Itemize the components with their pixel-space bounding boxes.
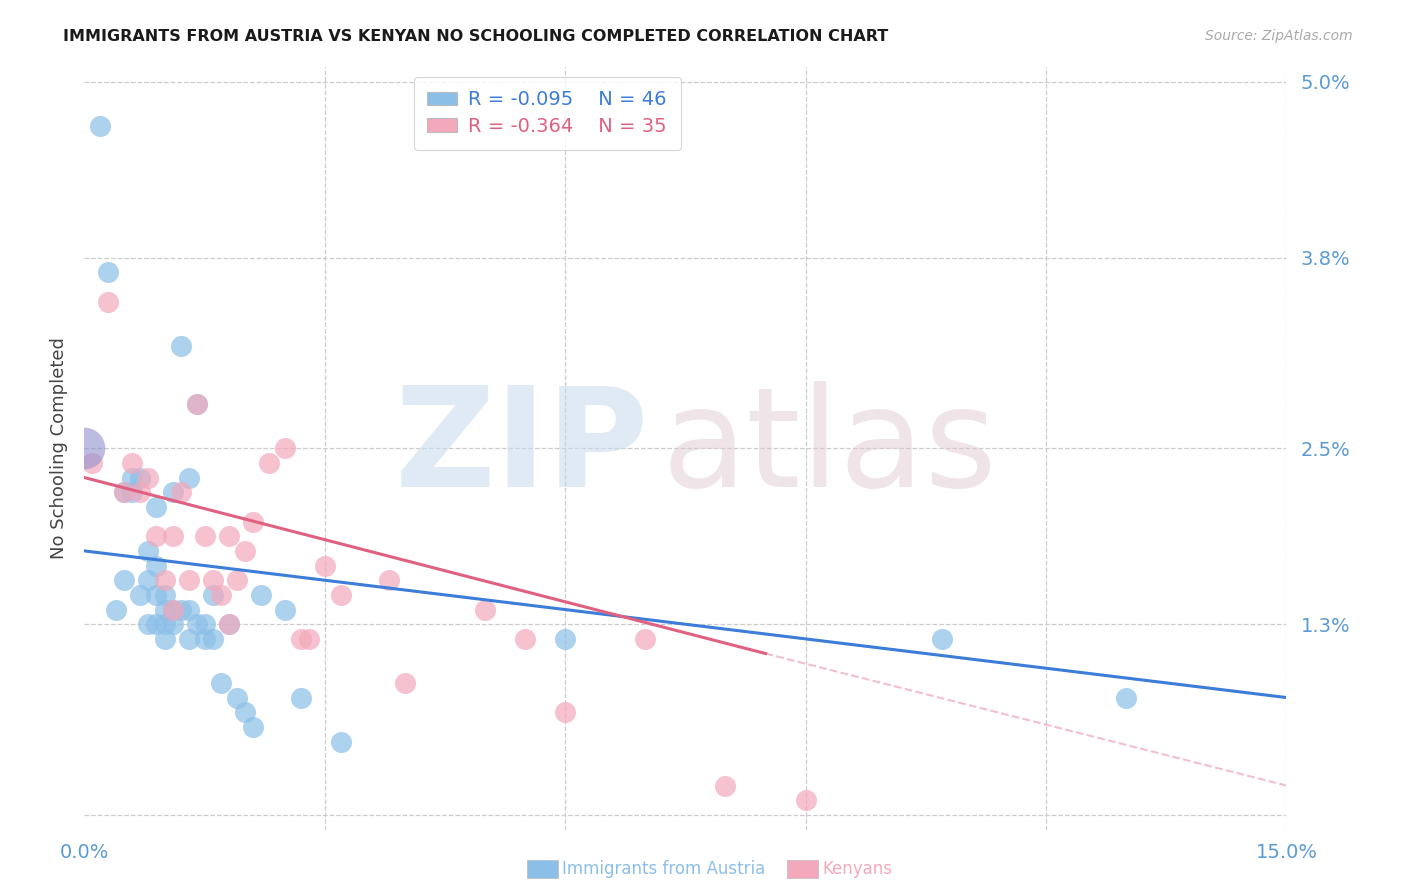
Point	[209, 676, 232, 690]
Point	[378, 573, 401, 587]
Point	[274, 441, 297, 455]
Point	[162, 602, 184, 616]
Point	[153, 588, 176, 602]
Point	[114, 485, 135, 500]
Point	[242, 720, 264, 734]
Y-axis label: No Schooling Completed: No Schooling Completed	[49, 337, 67, 559]
Point	[138, 573, 160, 587]
Point	[138, 470, 160, 484]
Point	[121, 470, 143, 484]
Point	[794, 793, 817, 807]
Point	[97, 265, 120, 279]
Text: Kenyans: Kenyans	[823, 860, 893, 878]
Point	[121, 485, 143, 500]
Point	[194, 529, 217, 543]
Point	[145, 558, 167, 573]
Point	[153, 632, 176, 646]
Point	[114, 573, 135, 587]
Point	[145, 588, 167, 602]
Point	[186, 397, 208, 411]
Legend: R = -0.095    N = 46, R = -0.364    N = 35: R = -0.095 N = 46, R = -0.364 N = 35	[413, 77, 681, 150]
Point	[257, 456, 280, 470]
Point	[153, 617, 176, 632]
Point	[186, 397, 208, 411]
Point	[129, 470, 152, 484]
Point	[634, 632, 657, 646]
Point	[89, 119, 111, 133]
Point	[138, 617, 160, 632]
Point	[145, 617, 167, 632]
Point	[186, 617, 208, 632]
Point	[249, 588, 271, 602]
Point	[194, 632, 217, 646]
Point	[169, 485, 191, 500]
Point	[153, 602, 176, 616]
Point	[162, 617, 184, 632]
Point	[177, 573, 200, 587]
Point	[162, 529, 184, 543]
Point	[225, 690, 247, 705]
Point	[290, 632, 312, 646]
Point	[218, 529, 240, 543]
Point	[194, 617, 217, 632]
Point	[73, 441, 96, 455]
Point	[177, 602, 200, 616]
Point	[218, 617, 240, 632]
Point	[554, 705, 576, 719]
Point	[177, 632, 200, 646]
Point	[97, 294, 120, 309]
Point	[129, 588, 152, 602]
Point	[515, 632, 537, 646]
Point	[121, 456, 143, 470]
Text: Source: ZipAtlas.com: Source: ZipAtlas.com	[1205, 29, 1353, 43]
Point	[201, 588, 224, 602]
Point	[209, 588, 232, 602]
Point	[138, 544, 160, 558]
Point	[201, 632, 224, 646]
Text: Immigrants from Austria: Immigrants from Austria	[562, 860, 766, 878]
Point	[290, 690, 312, 705]
Text: atlas: atlas	[661, 381, 997, 516]
Point	[169, 602, 191, 616]
Point	[474, 602, 496, 616]
Point	[114, 485, 135, 500]
Point	[105, 602, 128, 616]
Point	[162, 602, 184, 616]
Point	[931, 632, 953, 646]
Point	[177, 470, 200, 484]
Point	[201, 573, 224, 587]
Point	[225, 573, 247, 587]
Text: ZIP: ZIP	[395, 381, 650, 516]
Point	[242, 515, 264, 529]
Point	[314, 558, 336, 573]
Point	[153, 573, 176, 587]
Point	[162, 485, 184, 500]
Point	[233, 705, 256, 719]
Point	[129, 485, 152, 500]
Point	[329, 734, 352, 748]
Point	[82, 456, 104, 470]
Point	[554, 632, 576, 646]
Point	[1115, 690, 1137, 705]
Point	[329, 588, 352, 602]
Point	[394, 676, 416, 690]
Point	[233, 544, 256, 558]
Point	[145, 529, 167, 543]
Point	[218, 617, 240, 632]
Text: IMMIGRANTS FROM AUSTRIA VS KENYAN NO SCHOOLING COMPLETED CORRELATION CHART: IMMIGRANTS FROM AUSTRIA VS KENYAN NO SCH…	[63, 29, 889, 44]
Point	[298, 632, 321, 646]
Point	[145, 500, 167, 514]
Point	[714, 779, 737, 793]
Point	[169, 338, 191, 352]
Point	[274, 602, 297, 616]
